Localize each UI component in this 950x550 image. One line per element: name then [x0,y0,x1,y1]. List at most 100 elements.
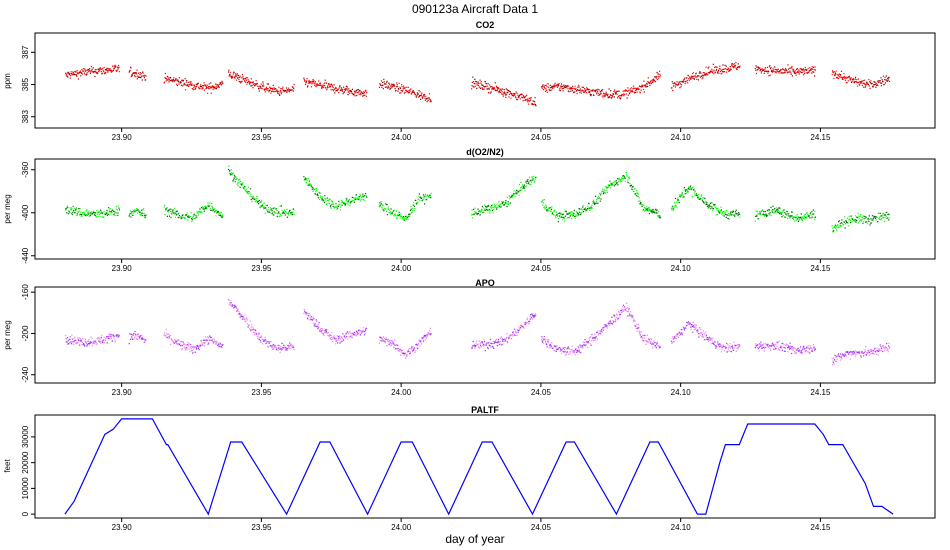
x-tick-label: 24.10 [671,133,692,142]
x-tick-label: 24.00 [391,523,412,532]
data-point-cluster [378,192,432,221]
altitude-line [64,418,894,516]
y-tick-label: -200 [21,325,30,342]
x-tick-label: 23.90 [112,388,133,397]
panel-title-co2: CO2 [476,20,495,30]
data-point-cluster [228,165,295,218]
altitude-line-group [64,418,894,516]
data-point-cluster [227,298,295,354]
data-point-cluster-dark [165,205,223,221]
data-point-cluster-dark [66,64,120,79]
y-tick-label: 0 [21,511,30,516]
data-point-cluster [163,72,224,94]
plot-frame-apo [34,286,936,384]
x-tick-label: 23.95 [251,133,272,142]
data-point-cluster-dark [381,80,432,101]
y-axis-apo: -240 -200 -160 [21,284,35,383]
x-tick-label: 24.05 [531,264,552,273]
data-point-cluster [229,71,295,95]
data-point-cluster-dark [128,330,147,345]
data-point-cluster [540,70,661,99]
data-point-cluster-dark [471,313,536,352]
y-tick-label: -360 [21,161,30,178]
data-point-cluster-dark [65,333,120,347]
x-tick-label: 23.95 [251,388,272,397]
y-tick-label: -160 [21,284,30,301]
data-point-cluster-dark [473,176,537,216]
x-tick-label: 23.90 [112,264,133,273]
data-point-cluster [378,78,432,103]
x-axis-title: day of year [445,532,504,546]
data-point-cluster-dark [379,333,432,355]
y-axis-o2n2: -440 -400 -360 [21,161,35,264]
x-tick-label: 24.00 [391,133,412,142]
x-axis-co2: 23.90 23.95 24.00 24.05 24.10 24.15 [112,128,831,142]
y-tick-label: 385 [21,77,30,91]
data-point-cluster-dark [541,304,661,356]
plot-frame-co2 [34,32,936,129]
x-tick-label: 23.95 [251,523,272,532]
data-points-o2n2 [64,165,891,233]
data-point-cluster [64,205,120,218]
data-point-cluster [540,172,660,222]
data-point-cluster-dark [832,211,890,232]
data-point-cluster-dark [472,76,537,107]
data-point-cluster [540,302,661,356]
data-point-cluster-dark [65,205,121,217]
x-tick-label: 24.05 [531,523,552,532]
x-tick-label: 24.10 [671,388,692,397]
plot-frame-paltf [34,414,936,519]
y-tick-label: -400 [21,204,30,221]
y-axis-label-o2n2: per meg [3,194,12,223]
x-tick-label: 23.90 [112,523,133,532]
x-tick-label: 24.15 [810,523,831,532]
data-point-cluster-dark [304,310,367,344]
y-axis-paltf: 0 10000 20000 30000 [21,425,35,516]
y-axis-label-paltf: feet [3,459,12,473]
panel-apo: APO 23.90 23.95 24.00 24.05 24.10 24.15 -240-… [3,278,936,397]
x-tick-label: 24.00 [391,388,412,397]
data-point-cluster [670,62,741,92]
data-point-cluster [64,333,121,347]
panel-title-o2n2: d(O2/N2) [466,147,504,157]
data-point-cluster [303,308,368,345]
data-point-cluster-dark [303,176,368,209]
y-tick-label: 20000 [21,451,30,474]
panel-title-paltf: PALTF [471,405,499,415]
panel-o2n2: d(O2/N2) 23.90 23.95 24.00 24.05 24.10 24.15 … [3,147,936,273]
data-point-cluster [471,80,535,106]
data-point-cluster [670,186,741,220]
data-point-cluster [303,79,368,97]
data-point-cluster-dark [754,341,816,355]
data-point-cluster-dark [755,205,816,222]
y-axis-label-co2: ppm [3,73,12,89]
x-tick-label: 24.05 [531,388,552,397]
panel-co2: CO2 23.90 23.95 24.00 24.05 24.10 24.15 38338… [3,20,936,142]
data-point-cluster-dark [129,67,147,81]
data-point-cluster [378,327,432,359]
data-point-cluster [163,202,224,223]
data-point-cluster-dark [227,69,295,96]
x-tick-label: 24.15 [810,264,831,273]
data-points-apo [64,298,891,366]
x-axis-paltf: 23.90 23.95 24.00 24.05 24.10 24.15 [112,518,831,532]
data-point-cluster-dark [128,209,147,219]
panel-title-apo: APO [475,278,495,288]
data-point-cluster [754,206,816,222]
data-point-cluster [471,313,537,349]
x-axis-apo: 23.90 23.95 24.00 24.05 24.10 24.15 [112,383,831,397]
y-tick-label: 10000 [21,477,30,500]
x-tick-label: 24.15 [810,133,831,142]
data-point-cluster [128,66,146,78]
x-tick-label: 24.00 [391,264,412,273]
y-tick-label: -240 [21,366,30,383]
data-point-cluster-dark [379,193,432,221]
y-tick-label: 383 [21,110,30,124]
panel-paltf: PALTF 23.90 23.95 24.00 24.05 24.10 24.15 0 10… [3,405,936,532]
data-point-cluster [303,177,367,211]
data-point-cluster-dark [670,321,740,353]
data-point-cluster [129,208,147,218]
y-tick-label: 30000 [21,425,30,448]
data-point-cluster-dark [545,175,661,223]
